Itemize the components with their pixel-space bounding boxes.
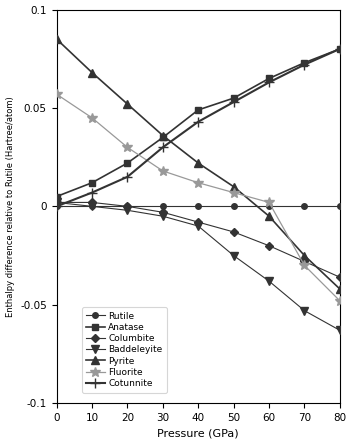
Rutile	[55, 204, 59, 209]
Cotunnite	[90, 190, 94, 195]
Columbite	[267, 243, 271, 248]
Line: Fluorite: Fluorite	[52, 89, 345, 305]
Fluorite	[55, 91, 59, 97]
Baddeleyite	[55, 200, 59, 205]
Rutile	[90, 204, 94, 209]
Anatase	[232, 95, 236, 101]
Y-axis label: Enthalpy difference relative to Rutile (Hartree/atom): Enthalpy difference relative to Rutile (…	[6, 96, 14, 317]
Line: Anatase: Anatase	[53, 45, 343, 200]
Columbite	[232, 229, 236, 234]
Columbite	[90, 200, 94, 205]
Legend: Rutile, Anatase, Columbite, Baddeleyite, Pyrite, Fluorite, Cotunnite: Rutile, Anatase, Columbite, Baddeleyite,…	[82, 307, 167, 392]
Anatase	[267, 76, 271, 81]
Cotunnite	[267, 80, 271, 85]
Rutile	[302, 204, 307, 209]
Columbite	[196, 219, 200, 225]
Pyrite	[338, 286, 342, 292]
Anatase	[196, 107, 200, 113]
Baddeleyite	[232, 253, 236, 258]
Line: Rutile: Rutile	[54, 204, 342, 209]
Rutile	[196, 204, 200, 209]
Anatase	[55, 194, 59, 199]
Columbite	[125, 204, 130, 209]
Baddeleyite	[302, 308, 307, 313]
Anatase	[338, 46, 342, 52]
Pyrite	[161, 133, 165, 138]
Pyrite	[90, 70, 94, 75]
Cotunnite	[196, 119, 200, 124]
Baddeleyite	[161, 214, 165, 219]
Anatase	[161, 135, 165, 140]
X-axis label: Pressure (GPa): Pressure (GPa)	[157, 428, 239, 438]
Fluorite	[125, 145, 130, 150]
Rutile	[267, 204, 271, 209]
Pyrite	[196, 160, 200, 166]
Anatase	[302, 60, 307, 65]
Fluorite	[267, 200, 271, 205]
Columbite	[338, 274, 342, 280]
Rutile	[125, 204, 130, 209]
Cotunnite	[161, 145, 165, 150]
Pyrite	[267, 214, 271, 219]
Rutile	[161, 204, 165, 209]
Baddeleyite	[125, 208, 130, 213]
Line: Columbite: Columbite	[54, 200, 342, 280]
Fluorite	[302, 263, 307, 268]
Baddeleyite	[196, 223, 200, 229]
Pyrite	[302, 253, 307, 258]
Columbite	[302, 259, 307, 264]
Pyrite	[55, 36, 59, 42]
Cotunnite	[125, 174, 130, 179]
Line: Baddeleyite: Baddeleyite	[52, 198, 344, 334]
Columbite	[55, 200, 59, 205]
Pyrite	[125, 101, 130, 107]
Line: Pyrite: Pyrite	[52, 35, 344, 293]
Line: Cotunnite: Cotunnite	[52, 44, 345, 211]
Rutile	[338, 204, 342, 209]
Baddeleyite	[338, 328, 342, 333]
Columbite	[161, 210, 165, 215]
Cotunnite	[302, 62, 307, 67]
Cotunnite	[232, 99, 236, 105]
Anatase	[125, 160, 130, 166]
Fluorite	[90, 115, 94, 120]
Baddeleyite	[267, 278, 271, 284]
Fluorite	[232, 190, 236, 195]
Fluorite	[196, 180, 200, 186]
Anatase	[90, 180, 94, 186]
Cotunnite	[55, 204, 59, 209]
Rutile	[232, 204, 236, 209]
Pyrite	[232, 184, 236, 189]
Baddeleyite	[90, 204, 94, 209]
Cotunnite	[338, 46, 342, 52]
Fluorite	[161, 168, 165, 174]
Fluorite	[338, 298, 342, 304]
